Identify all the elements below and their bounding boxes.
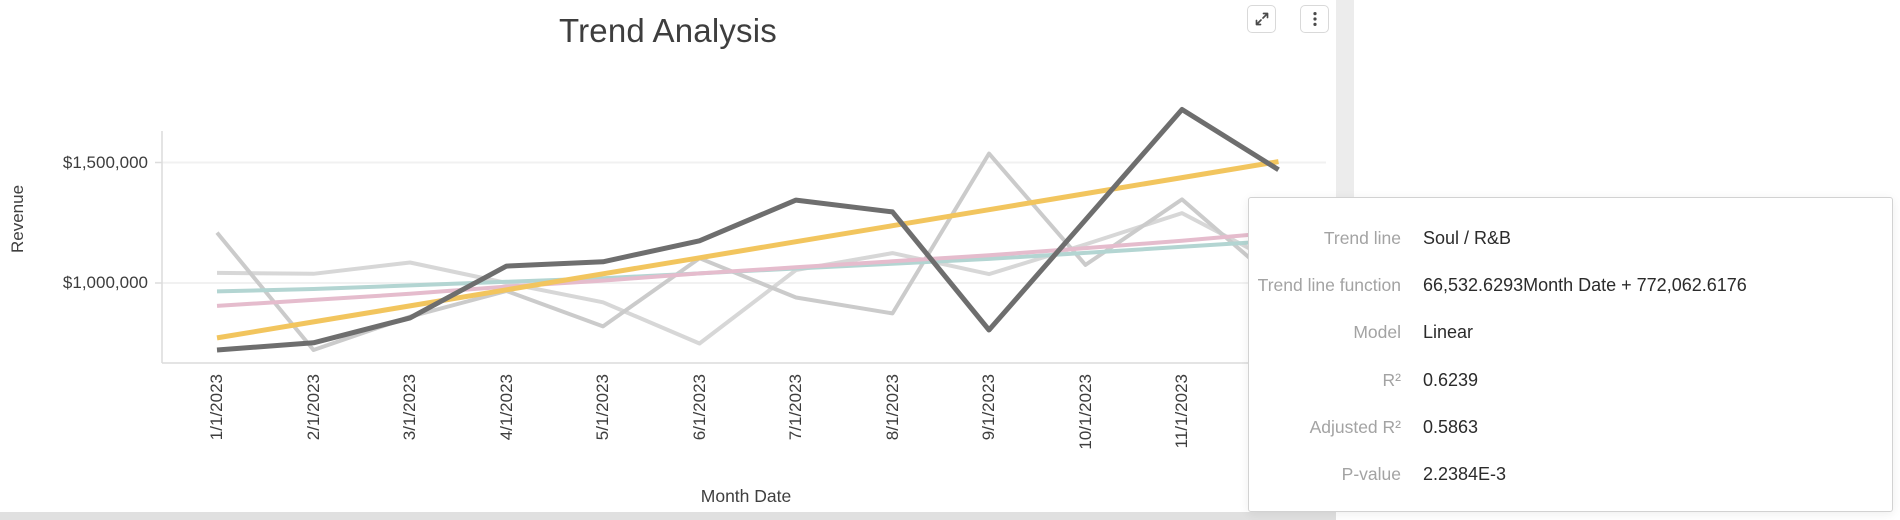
maximize-button[interactable] <box>1247 5 1276 33</box>
y-tick-label: $1,000,000 <box>62 273 148 292</box>
trendline-tooltip: Trend line Soul / R&B Trend line function 6… <box>1248 197 1893 512</box>
tooltip-row: R² 0.6239 <box>1249 357 1892 404</box>
tooltip-row-value: 0.5863 <box>1423 416 1479 437</box>
tooltip-row-label: P-value <box>1341 464 1401 485</box>
tooltip-row-value: 2.2384E-3 <box>1423 464 1507 485</box>
tooltip-row-label: Trend line function <box>1257 275 1401 296</box>
x-tick-label: 1/1/2023 <box>207 374 226 441</box>
tooltip-row-label: Adjusted R² <box>1309 416 1401 437</box>
x-axis-title: Month Date <box>700 486 792 506</box>
tooltip-row: P-value 2.2384E-3 <box>1249 451 1892 498</box>
tooltip-row: Trend line function 66,532.6293Month Date… <box>1249 262 1892 309</box>
x-tick-label: 9/1/2023 <box>979 374 998 441</box>
kebab-menu-icon <box>1312 12 1317 26</box>
chart-title: Trend Analysis <box>558 12 777 49</box>
tooltip-row-value: 0.6239 <box>1423 369 1479 390</box>
tooltip-row-label: R² <box>1382 369 1401 390</box>
series-line[interactable] <box>216 230 1279 308</box>
tooltip-row-label: Model <box>1353 322 1401 343</box>
trend-analysis-widget: Trend Analysis Revenue $1,500,000 $1,000,… <box>0 0 1336 512</box>
series-line[interactable] <box>216 211 1280 346</box>
page-bottom-strip <box>0 512 1336 520</box>
widget-menu-button[interactable] <box>1300 5 1329 33</box>
expand-icon <box>1255 12 1268 26</box>
x-tick-label: 7/1/2023 <box>786 374 805 441</box>
tooltip-row: Trend line Soul / R&B <box>1249 215 1892 262</box>
tooltip-row: Adjusted R² 0.5863 <box>1249 404 1892 451</box>
tooltip-row-value: Soul / R&B <box>1423 228 1512 249</box>
series-line[interactable] <box>216 159 1279 341</box>
x-tick-label: 8/1/2023 <box>882 374 902 441</box>
x-tick-label: 10/1/2023 <box>1075 374 1095 450</box>
x-tick-label: 3/1/2023 <box>400 374 419 441</box>
x-tick-label: 4/1/2023 <box>496 374 516 441</box>
y-axis-title: Revenue <box>8 184 27 254</box>
y-tick-label: $1,500,000 <box>62 152 148 172</box>
trend-chart[interactable] <box>0 0 1336 512</box>
x-tick-label: 2/1/2023 <box>303 374 323 441</box>
x-tick-label: 5/1/2023 <box>593 374 612 441</box>
tooltip-row: Model Linear <box>1249 309 1892 356</box>
tooltip-row-value: Linear <box>1423 322 1474 343</box>
x-tick-label: 6/1/2023 <box>689 374 709 441</box>
x-tick-label: 11/1/2023 <box>1172 374 1191 449</box>
series-line[interactable] <box>216 107 1280 353</box>
tooltip-row-label: Trend line <box>1323 228 1401 249</box>
tooltip-row-value: 66,532.6293Month Date + 772,062.6176 <box>1423 275 1747 296</box>
